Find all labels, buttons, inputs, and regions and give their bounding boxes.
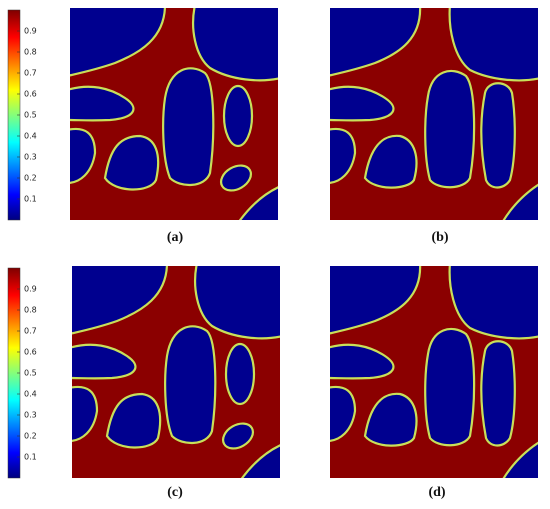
colorbar-tick-label: 0.9 (24, 27, 37, 36)
colorbar-tick-label: 0.7 (24, 69, 37, 78)
panel-image (327, 263, 541, 481)
colorbar-tick-label: 0.8 (24, 48, 37, 57)
colorbar-tick-label: 0.9 (24, 285, 37, 294)
colorbar-tick-label: 0.7 (24, 327, 37, 336)
panel-label: (b) (431, 230, 448, 245)
panel-image (67, 5, 281, 223)
colorbar-tick-label: 0.5 (24, 111, 37, 120)
panel-label: (d) (428, 485, 445, 500)
colorbar-tick-label: 0.3 (24, 153, 37, 162)
colorbar-tick-label: 0.6 (24, 348, 37, 357)
colorbar-tick-label: 0.5 (24, 369, 37, 378)
colorbar-tick-label: 0.3 (24, 411, 37, 420)
colorbar-tick-label: 0.2 (24, 174, 37, 183)
panel-label: (a) (167, 230, 184, 245)
colorbar-tick-label: 0.8 (24, 306, 37, 315)
colorbar-tick-label: 0.6 (24, 90, 37, 99)
colorbar-tick-label: 0.4 (24, 132, 37, 141)
colorbar-tick-label: 0.1 (24, 195, 37, 204)
colorbar-tick-label: 0.2 (24, 432, 37, 441)
colorbar-tick-label: 0.1 (24, 453, 37, 462)
panel-image (69, 263, 283, 481)
panel-image (327, 5, 541, 223)
panel-label: (c) (167, 485, 183, 500)
colorbar-tick-label: 0.4 (24, 390, 37, 399)
